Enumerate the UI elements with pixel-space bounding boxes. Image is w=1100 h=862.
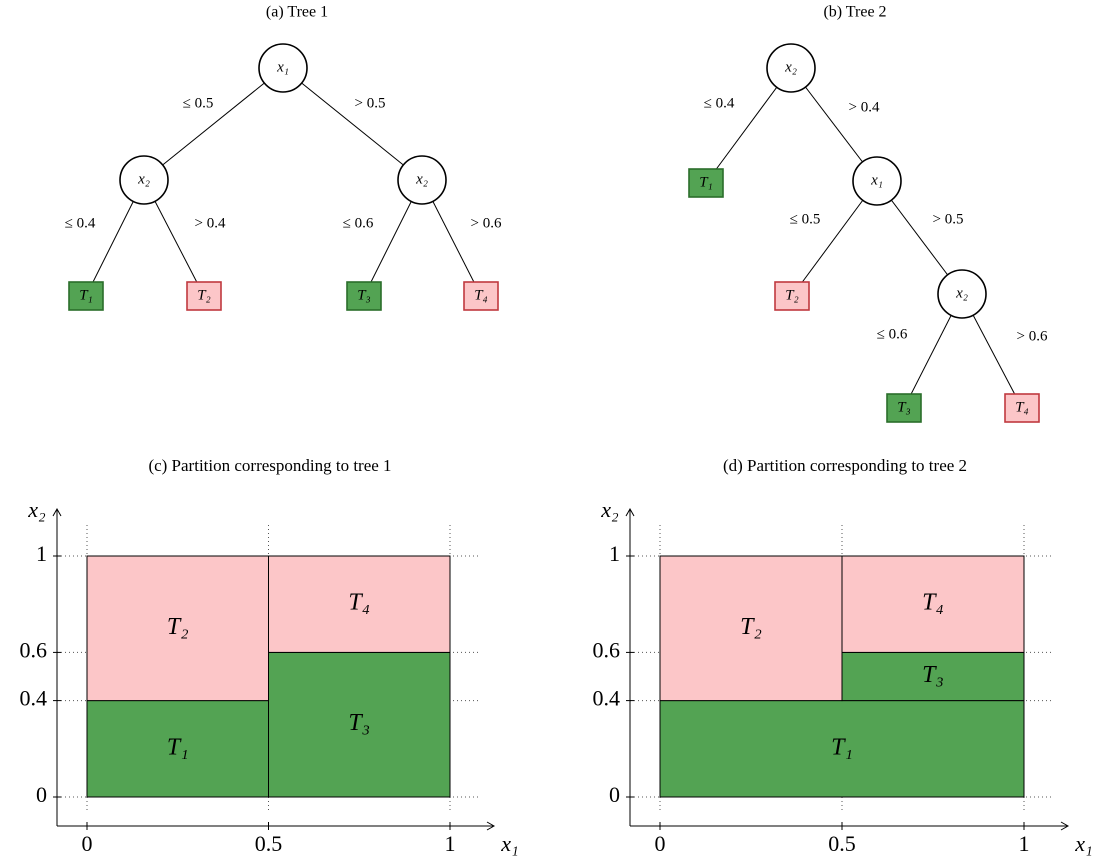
tree-title: (b) Tree 2 — [823, 4, 886, 21]
tree-leaf — [346, 281, 382, 311]
partition-title: (d) Partition corresponding to tree 2 — [723, 456, 967, 475]
tree-leaf — [68, 281, 104, 311]
edge-label: > 0.4 — [195, 215, 226, 231]
tree-leaf — [886, 393, 922, 423]
region — [659, 700, 1025, 798]
node-label: x₂ — [137, 171, 150, 187]
x-axis-arrow — [1060, 821, 1070, 831]
x-axis-label: x₁ — [1074, 831, 1092, 856]
node-label: x₁ — [870, 172, 883, 188]
node-label: x₁ — [276, 59, 289, 75]
tree-node — [852, 156, 902, 206]
x-tick-label: 0.5 — [255, 831, 283, 856]
edge-label: ≤ 0.5 — [183, 95, 214, 111]
node-label: x₂ — [784, 59, 797, 75]
x-axis-label: x₁ — [500, 831, 518, 856]
region-label: T₂ — [167, 614, 189, 640]
tree-node — [397, 155, 447, 205]
edge-label: ≤ 0.4 — [704, 95, 735, 111]
x-tick-label: 1 — [445, 831, 456, 856]
region-label: T₄ — [348, 590, 370, 616]
x-tick-label: 0 — [655, 831, 666, 856]
region-label: T₁ — [831, 734, 853, 760]
region-label: T₁ — [167, 734, 189, 760]
leaf-label: T₄ — [474, 287, 488, 303]
region-label: T₂ — [740, 614, 762, 640]
edge-label: > 0.6 — [471, 215, 502, 231]
region-label: T₃ — [922, 662, 944, 688]
region — [268, 555, 451, 653]
leaf-label: T₂ — [785, 287, 799, 303]
tree-node — [258, 43, 308, 93]
region-label: T₃ — [348, 710, 370, 736]
leaf-label: T₄ — [1015, 399, 1029, 415]
edge-label: > 0.6 — [1017, 328, 1048, 344]
leaf-label: T₁ — [699, 174, 713, 190]
tree-title: (a) Tree 1 — [266, 4, 328, 21]
edge-label: > 0.5 — [355, 95, 386, 111]
edge-label: ≤ 0.6 — [877, 326, 908, 342]
y-tick-label: 0.4 — [593, 686, 621, 711]
y-axis-label: x₂ — [600, 497, 619, 522]
region — [841, 651, 1025, 702]
tree-node — [937, 269, 987, 319]
leaf-label: T₂ — [197, 287, 211, 303]
edge-label: > 0.5 — [933, 211, 964, 227]
y-axis-arrow — [625, 507, 635, 517]
tree-leaf — [1004, 393, 1040, 423]
y-tick-label: 1 — [36, 541, 47, 566]
leaf-label: T₃ — [897, 399, 911, 415]
x-tick-label: 0.5 — [828, 831, 856, 856]
tree-leaf — [688, 168, 724, 198]
tree-edge — [282, 67, 423, 181]
tree-node — [766, 43, 816, 93]
y-tick-label: 0 — [36, 782, 47, 807]
y-tick-label: 0.6 — [593, 637, 621, 662]
region — [659, 555, 843, 702]
leaf-label: T₁ — [79, 287, 93, 303]
x-axis-arrow — [486, 821, 496, 831]
node-label: x₂ — [955, 285, 968, 301]
region — [86, 555, 269, 702]
node-label: x₂ — [415, 171, 428, 187]
leaf-label: T₃ — [357, 287, 371, 303]
x-tick-label: 0 — [82, 831, 93, 856]
tree-leaf — [186, 281, 222, 311]
edge-label: > 0.4 — [849, 99, 880, 115]
region — [841, 555, 1025, 653]
x-tick-label: 1 — [1019, 831, 1030, 856]
region-label: T₄ — [922, 590, 944, 616]
y-tick-label: 0.6 — [20, 637, 48, 662]
y-tick-label: 0 — [609, 782, 620, 807]
tree-node — [119, 155, 169, 205]
y-tick-label: 0.4 — [20, 686, 48, 711]
y-tick-label: 1 — [609, 541, 620, 566]
tree-leaf — [463, 281, 499, 311]
tree-edge — [143, 67, 284, 181]
edge-label: ≤ 0.6 — [343, 215, 374, 231]
tree-leaf — [774, 281, 810, 311]
edge-label: ≤ 0.4 — [65, 215, 96, 231]
partition-title: (c) Partition corresponding to tree 1 — [148, 456, 391, 475]
y-axis-label: x₂ — [27, 497, 46, 522]
edge-label: ≤ 0.5 — [790, 211, 821, 227]
y-axis-arrow — [52, 507, 62, 517]
